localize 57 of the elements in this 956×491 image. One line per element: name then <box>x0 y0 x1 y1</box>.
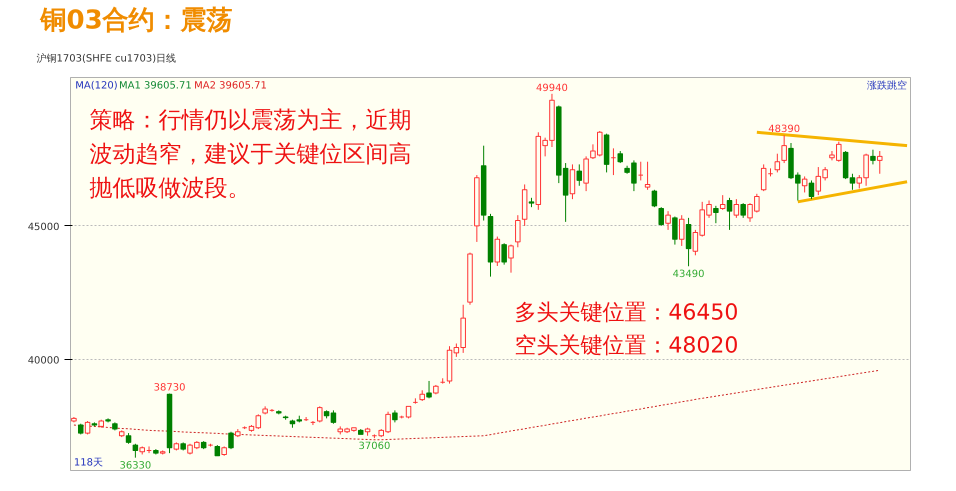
annotation: 涨跌跳空 <box>867 80 908 92</box>
candlestick <box>126 432 132 444</box>
candlestick <box>84 420 90 435</box>
candlestick <box>508 244 514 274</box>
annotation: 38730 <box>154 382 186 394</box>
annotation: 118天 <box>74 458 104 468</box>
candlestick <box>774 153 780 173</box>
annotation: 策略：行情仍以震荡为主，近期波动趋窄，建议于关键位区间高抛低吸做波段。 <box>90 108 412 202</box>
annotation: MA1 39605.71 <box>118 80 192 92</box>
candlestick <box>221 446 227 456</box>
candlestick <box>392 410 398 423</box>
annotation: MA2 39605.71 <box>194 80 267 92</box>
annotation: 43490 <box>672 269 704 280</box>
candlestick <box>228 431 234 450</box>
candlestick <box>576 164 582 186</box>
annotation: 多头关键位置：46450 <box>514 300 738 326</box>
candlestick <box>132 443 138 458</box>
candlestick <box>618 150 624 164</box>
annotation: 49940 <box>536 82 568 94</box>
candlestick <box>494 236 500 266</box>
candlestick <box>638 161 644 181</box>
candlestick <box>720 194 726 210</box>
candlestick <box>781 134 787 164</box>
y-tick-label: 45000 <box>28 222 60 233</box>
candlestick <box>214 444 220 456</box>
annotation: 37060 <box>358 441 390 452</box>
candlestick <box>426 380 432 399</box>
chart-title: 铜03合约：震荡 <box>40 6 233 36</box>
candlestick <box>665 210 671 230</box>
candlestick <box>501 242 507 266</box>
candlestick <box>610 148 616 176</box>
annotation: 空头关键位置：48020 <box>514 334 738 359</box>
candlestick <box>672 216 678 246</box>
candlestick <box>515 214 521 248</box>
candlestick <box>713 205 719 224</box>
candlestick <box>726 197 732 230</box>
annotation: 48390 <box>768 124 800 136</box>
candlestick <box>644 161 650 190</box>
candlestick <box>78 423 84 435</box>
annotation: 36330 <box>119 460 152 472</box>
annotation: MA(120) <box>75 80 118 92</box>
candlestick <box>808 180 814 200</box>
candlestick <box>317 406 323 423</box>
candlestick <box>870 149 876 165</box>
candlestick <box>406 406 412 419</box>
candlestick <box>877 150 883 174</box>
candlestick <box>419 390 425 402</box>
candlestick <box>433 384 439 395</box>
candlestick <box>678 214 684 246</box>
candlestick <box>734 198 740 218</box>
y-tick-label: 40000 <box>28 356 60 367</box>
candlestick <box>740 202 746 218</box>
chart-subtitle: 沪铜1703(SHFE cu1703)日线 <box>36 52 176 64</box>
candlestick <box>802 176 808 193</box>
candlestick <box>652 189 658 208</box>
candlestick <box>658 206 664 226</box>
line-series <box>73 370 880 440</box>
